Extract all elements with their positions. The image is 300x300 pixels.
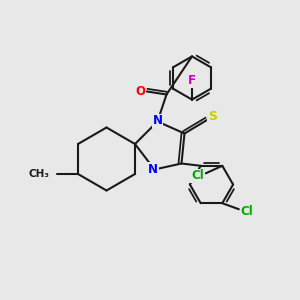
Text: Cl: Cl — [191, 169, 204, 182]
Text: N: N — [148, 163, 158, 176]
Text: F: F — [188, 74, 196, 88]
Text: CH₃: CH₃ — [28, 169, 50, 179]
Text: N: N — [152, 114, 163, 127]
Text: S: S — [208, 110, 217, 124]
Text: O: O — [135, 85, 146, 98]
Text: Cl: Cl — [241, 205, 253, 218]
